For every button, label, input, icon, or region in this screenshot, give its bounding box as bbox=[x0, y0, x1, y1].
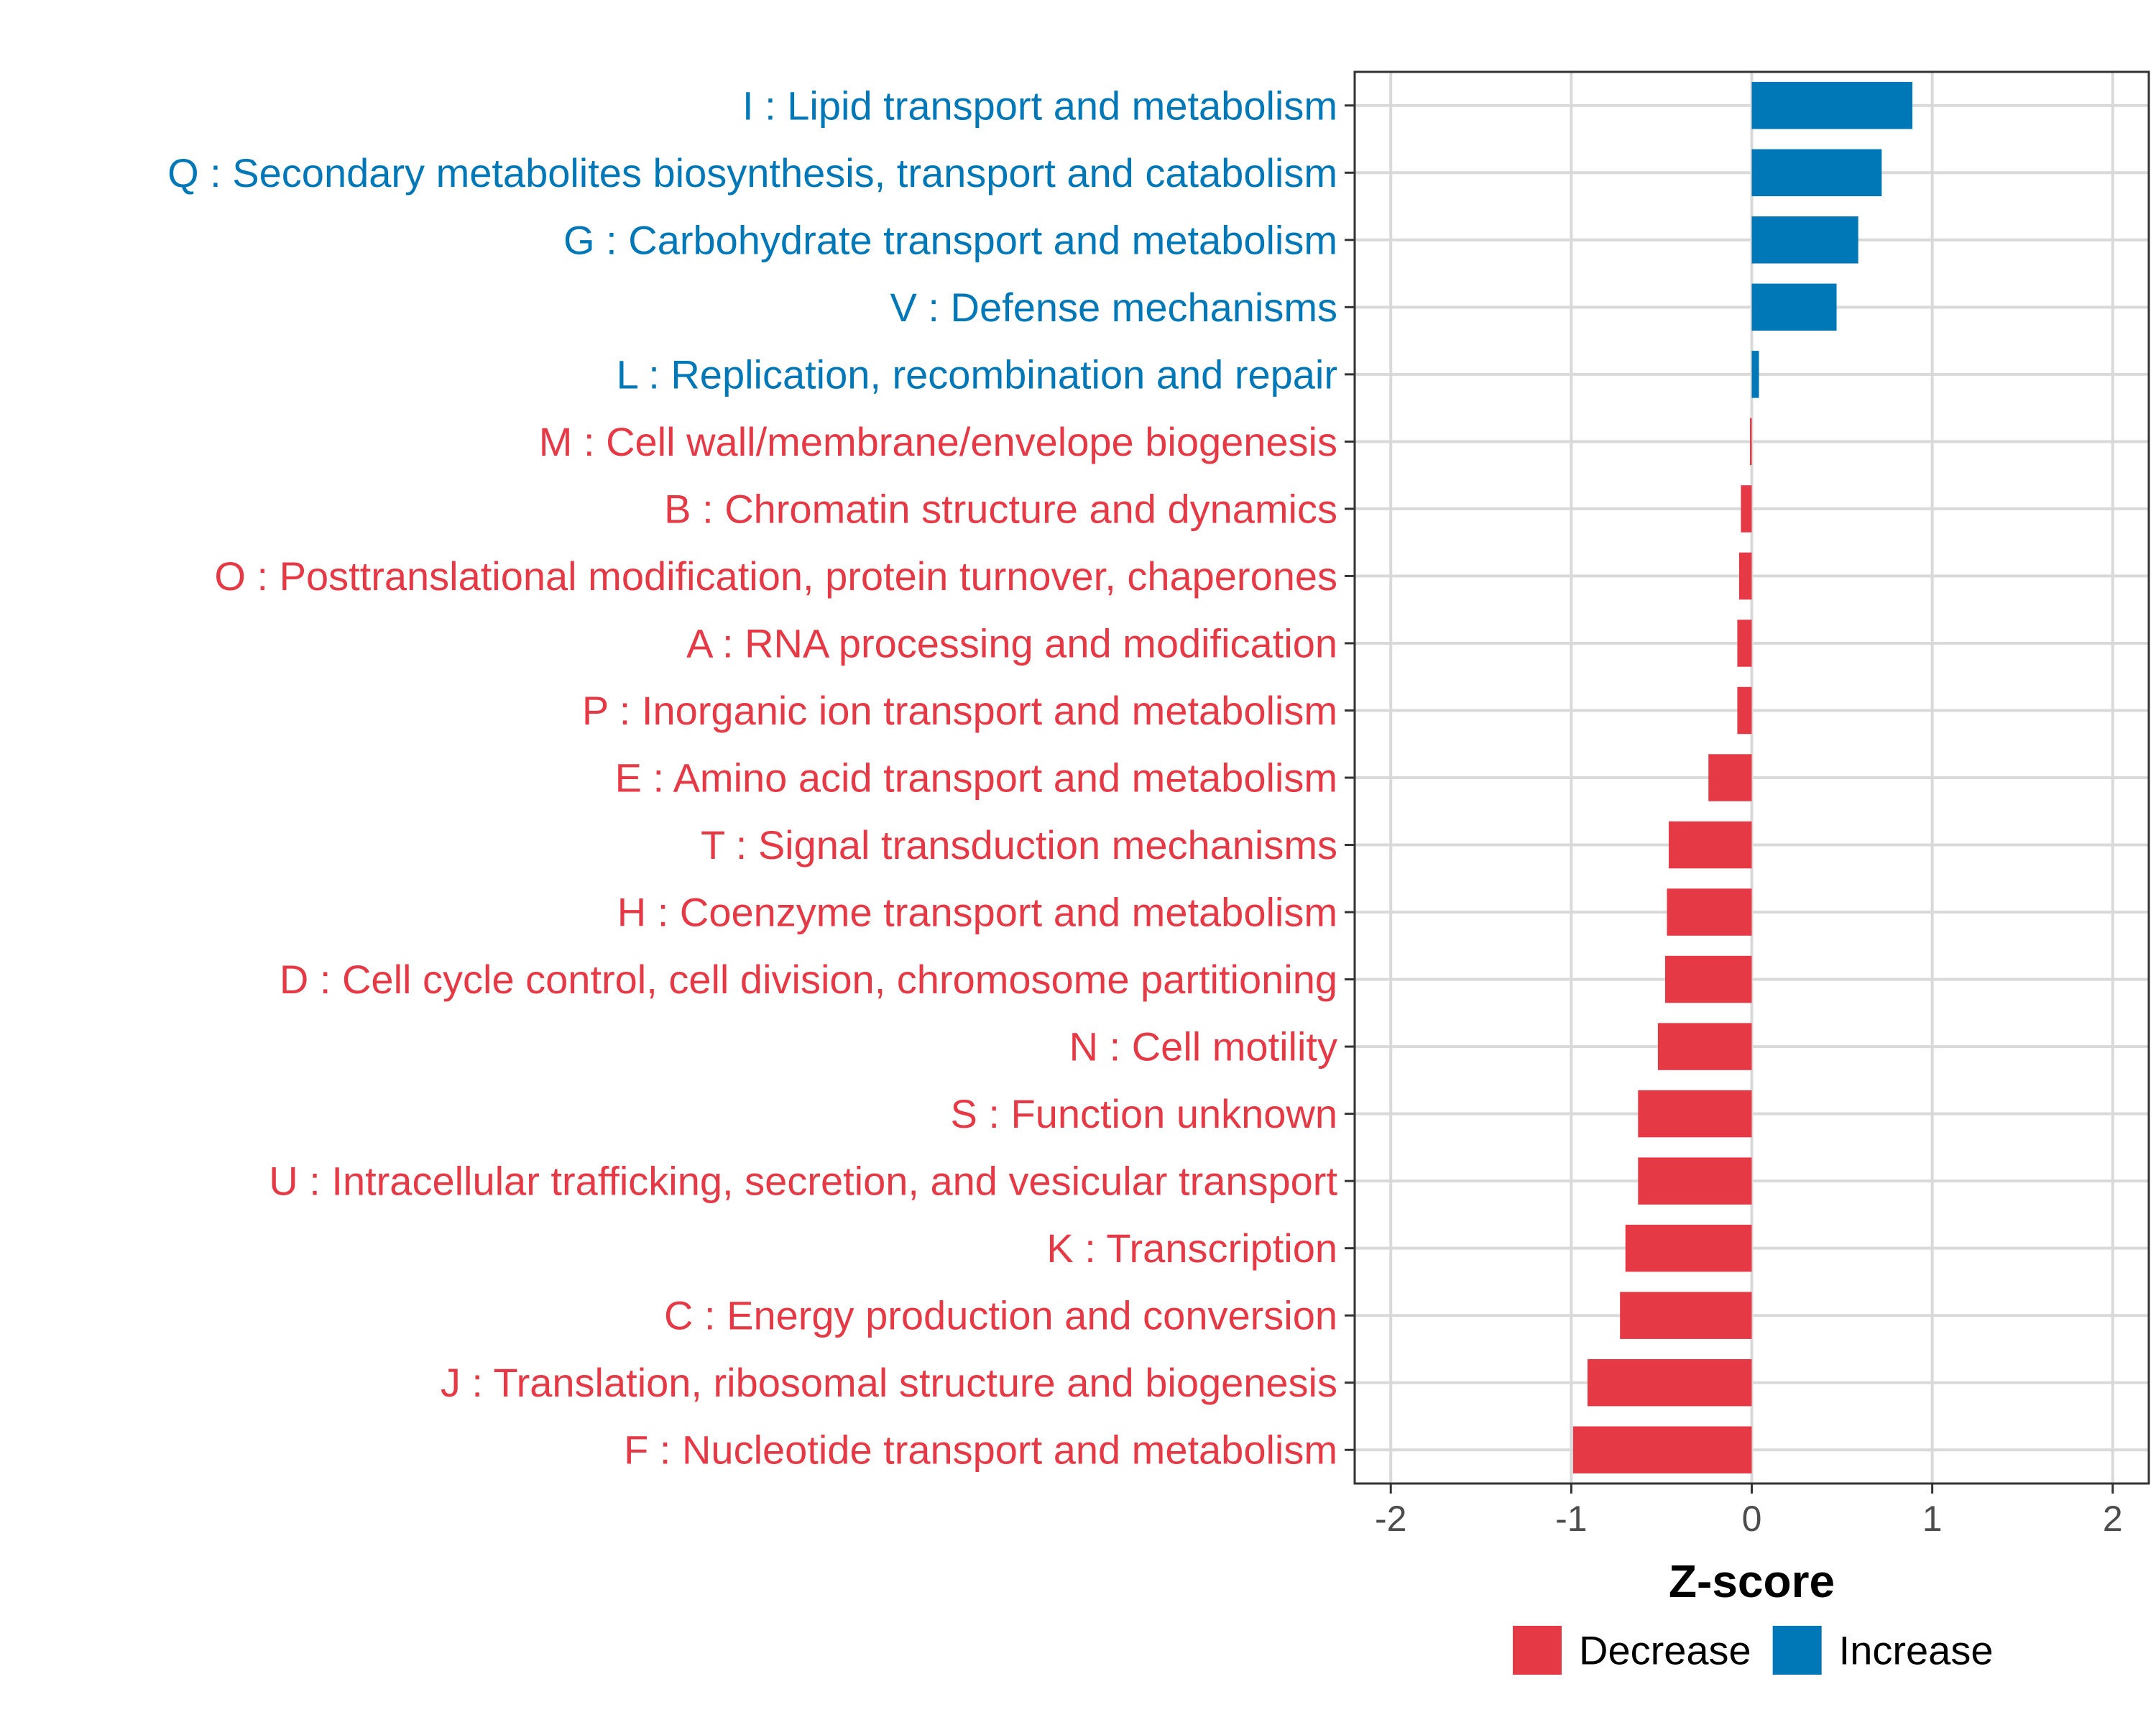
y-tick-label: L : Replication, recombination and repai… bbox=[617, 351, 1337, 397]
y-tick-label: E : Amino acid transport and metabolism bbox=[615, 755, 1337, 801]
bar bbox=[1741, 485, 1752, 533]
legend-label: Increase bbox=[1839, 1628, 1994, 1673]
bar bbox=[1751, 351, 1759, 398]
y-tick-label: U : Intracellular trafficking, secretion… bbox=[269, 1159, 1337, 1204]
legend-label: Decrease bbox=[1579, 1628, 1751, 1673]
bar bbox=[1751, 283, 1837, 331]
bar bbox=[1738, 552, 1752, 600]
bar bbox=[1751, 216, 1858, 264]
x-axis-title: Z-score bbox=[1669, 1555, 1835, 1607]
legend-swatch bbox=[1772, 1626, 1822, 1675]
y-tick-label: O : Posttranslational modification, prot… bbox=[214, 553, 1337, 599]
x-tick-label: -2 bbox=[1375, 1499, 1406, 1539]
y-tick-label: K : Transcription bbox=[1046, 1225, 1337, 1271]
y-tick-label: Q : Secondary metabolites biosynthesis, … bbox=[167, 150, 1337, 196]
y-tick-label: J : Translation, ribosomal structure and… bbox=[441, 1360, 1337, 1405]
bar bbox=[1751, 82, 1913, 129]
bar bbox=[1737, 686, 1752, 735]
bar bbox=[1572, 1426, 1752, 1473]
y-tick-label: A : RNA processing and modification bbox=[686, 620, 1337, 666]
bar bbox=[1625, 1224, 1752, 1272]
bar bbox=[1657, 1023, 1752, 1070]
y-tick-label: B : Chromatin structure and dynamics bbox=[664, 486, 1337, 531]
bar bbox=[1749, 418, 1752, 466]
legend: Decrease Increase bbox=[1513, 1626, 1993, 1675]
y-tick-label: D : Cell cycle control, cell division, c… bbox=[280, 957, 1337, 1002]
bar bbox=[1587, 1358, 1752, 1407]
bar bbox=[1751, 149, 1882, 197]
x-tick-label: 0 bbox=[1742, 1499, 1762, 1539]
y-tick-label: I : Lipid transport and metabolism bbox=[742, 83, 1337, 128]
y-tick-label: C : Energy production and conversion bbox=[664, 1293, 1337, 1338]
bar bbox=[1668, 821, 1752, 869]
y-tick-label: H : Coenzyme transport and metabolism bbox=[617, 890, 1337, 935]
y-tick-label: G : Carbohydrate transport and metabolis… bbox=[563, 217, 1337, 262]
x-axis: -2 -1 0 1 2 bbox=[1375, 1484, 2123, 1539]
bars bbox=[1572, 82, 1913, 1473]
bar bbox=[1667, 888, 1752, 936]
bar bbox=[1638, 1090, 1752, 1138]
y-axis: I : Lipid transport and metabolism Q : Se… bbox=[167, 83, 1355, 1473]
x-tick-label: -1 bbox=[1555, 1499, 1587, 1539]
bar bbox=[1708, 754, 1752, 801]
x-tick-label: 1 bbox=[1922, 1499, 1943, 1539]
y-tick-label: V : Defense mechanisms bbox=[890, 285, 1337, 330]
x-tick-label: 2 bbox=[2103, 1499, 2123, 1539]
y-tick-label: F : Nucleotide transport and metabolism bbox=[624, 1427, 1337, 1473]
y-tick-label: P : Inorganic ion transport and metaboli… bbox=[582, 688, 1337, 733]
bar bbox=[1620, 1292, 1752, 1339]
legend-swatch bbox=[1513, 1626, 1562, 1675]
bar bbox=[1737, 620, 1752, 667]
y-tick-label: S : Function unknown bbox=[950, 1091, 1337, 1136]
bar bbox=[1664, 955, 1752, 1003]
bar bbox=[1638, 1157, 1752, 1205]
y-tick-label: T : Signal transduction mechanisms bbox=[701, 822, 1337, 868]
y-tick-label: M : Cell wall/membrane/envelope biogenes… bbox=[539, 419, 1337, 464]
y-tick-label: N : Cell motility bbox=[1069, 1024, 1337, 1070]
